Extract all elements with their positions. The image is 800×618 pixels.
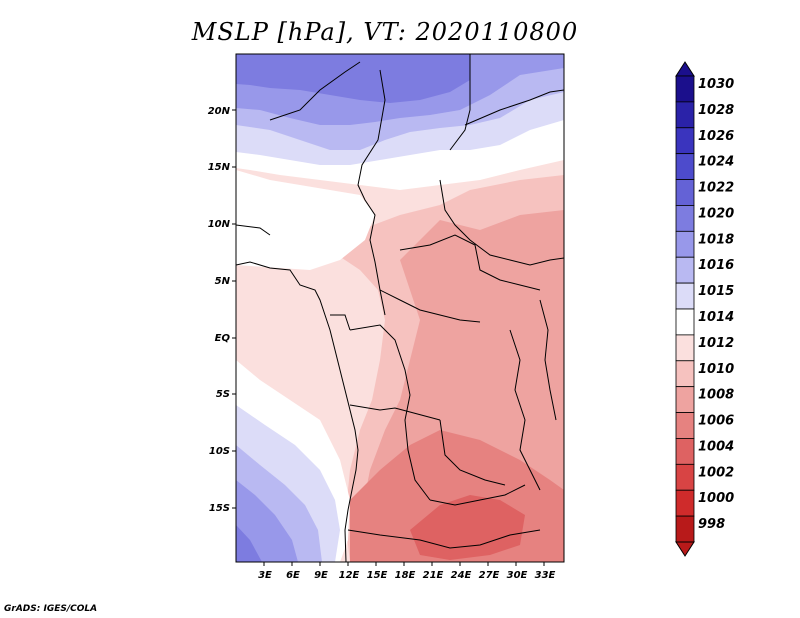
lon-label-30e: 30E <box>507 570 528 581</box>
colorbar-level-label: 1012 <box>698 336 734 351</box>
lon-label-33e: 33E <box>535 570 556 581</box>
colorbar-level-label: 1002 <box>698 465 734 480</box>
colorbar-swatch <box>675 230 695 258</box>
field-1018-sw <box>236 480 298 562</box>
lon-label-21e: 21E <box>423 570 444 581</box>
field-1020-sw <box>236 525 262 562</box>
colorbar-level-label: 1015 <box>698 284 734 299</box>
lat-label-5n: 5N <box>215 276 231 287</box>
lat-label-20n: 20N <box>208 106 231 117</box>
lat-label-10s: 10S <box>209 446 230 457</box>
grads-credit: GrADS: IGES/COLA <box>4 604 98 614</box>
colorbar-swatch <box>675 205 695 232</box>
lat-label-5s: 5S <box>216 389 230 400</box>
latitude-axis: 20N 15N 10N 5N EQ 5S 10S 15S <box>208 106 236 514</box>
colorbar-swatch <box>675 256 695 284</box>
map-title: MSLP [hPa], VT: 2020110800 <box>191 18 579 46</box>
colorbar-level-label: 1024 <box>698 155 734 170</box>
colorbar-level-label: 1000 <box>698 491 734 506</box>
colorbar-level-label: 1008 <box>698 388 734 403</box>
lon-label-24e: 24E <box>451 570 472 581</box>
colorbar-swatch <box>675 153 695 180</box>
lon-label-3e: 3E <box>258 570 272 581</box>
colorbar-level-label: 1018 <box>698 232 734 247</box>
lon-label-27e: 27E <box>479 570 500 581</box>
colorbar-top-arrow <box>675 61 695 77</box>
colorbar-swatch <box>675 438 695 465</box>
colorbar-level-label: 1014 <box>698 310 734 325</box>
colorbar-bottom-arrow <box>675 541 695 557</box>
colorbar-swatch <box>675 308 695 336</box>
colorbar-swatch <box>675 412 695 439</box>
lon-label-6e: 6E <box>286 570 300 581</box>
colorbar-level-label: 1010 <box>698 362 734 377</box>
colorbar-swatch <box>675 386 695 413</box>
field-1020-north <box>236 54 470 103</box>
pressure-field <box>236 54 564 562</box>
colorbar-level-label: 1006 <box>698 414 734 429</box>
field-1014-west <box>236 170 375 270</box>
colorbar-level-label: 998 <box>698 517 725 532</box>
colorbar-swatch <box>675 489 695 517</box>
colorbar-level-label: 1020 <box>698 206 734 221</box>
lon-label-18e: 18E <box>395 570 416 581</box>
lat-label-15s: 15S <box>209 503 230 514</box>
colorbar-level-label: 1026 <box>698 129 734 144</box>
country-borders <box>236 54 564 562</box>
longitude-axis: 3E 6E 9E 12E 15E 18E 21E 24E 27E 30E 33E <box>258 562 556 581</box>
colorbar-swatch <box>675 75 695 103</box>
colorbar-level-label: 1016 <box>698 258 734 273</box>
colorbar-swatch <box>675 515 695 543</box>
colorbar-level-label: 1022 <box>698 181 734 196</box>
colorbar-swatch <box>675 463 695 491</box>
map-frame <box>235 53 565 563</box>
colorbar-level-label: 1004 <box>698 439 734 454</box>
colorbar-swatch <box>675 179 695 206</box>
lon-label-12e: 12E <box>339 570 360 581</box>
colorbar-level-label: 1030 <box>698 77 734 92</box>
colorbar-swatch <box>675 101 695 129</box>
field-1004 <box>410 495 525 560</box>
colorbar-swatch <box>675 334 695 362</box>
lon-label-9e: 9E <box>314 570 328 581</box>
lat-label-eq: EQ <box>215 333 231 344</box>
colorbar-swatch <box>675 282 695 310</box>
colorbar-level-label: 1028 <box>698 103 734 118</box>
colorbar-swatch <box>675 360 695 388</box>
lon-label-15e: 15E <box>367 570 388 581</box>
lat-label-15n: 15N <box>208 162 231 173</box>
colorbar: 1030 1028 1026 1024 1022 1020 1018 1016 1015 1014… <box>675 61 734 557</box>
colorbar-swatch <box>675 127 695 155</box>
lat-label-10n: 10N <box>208 219 231 230</box>
